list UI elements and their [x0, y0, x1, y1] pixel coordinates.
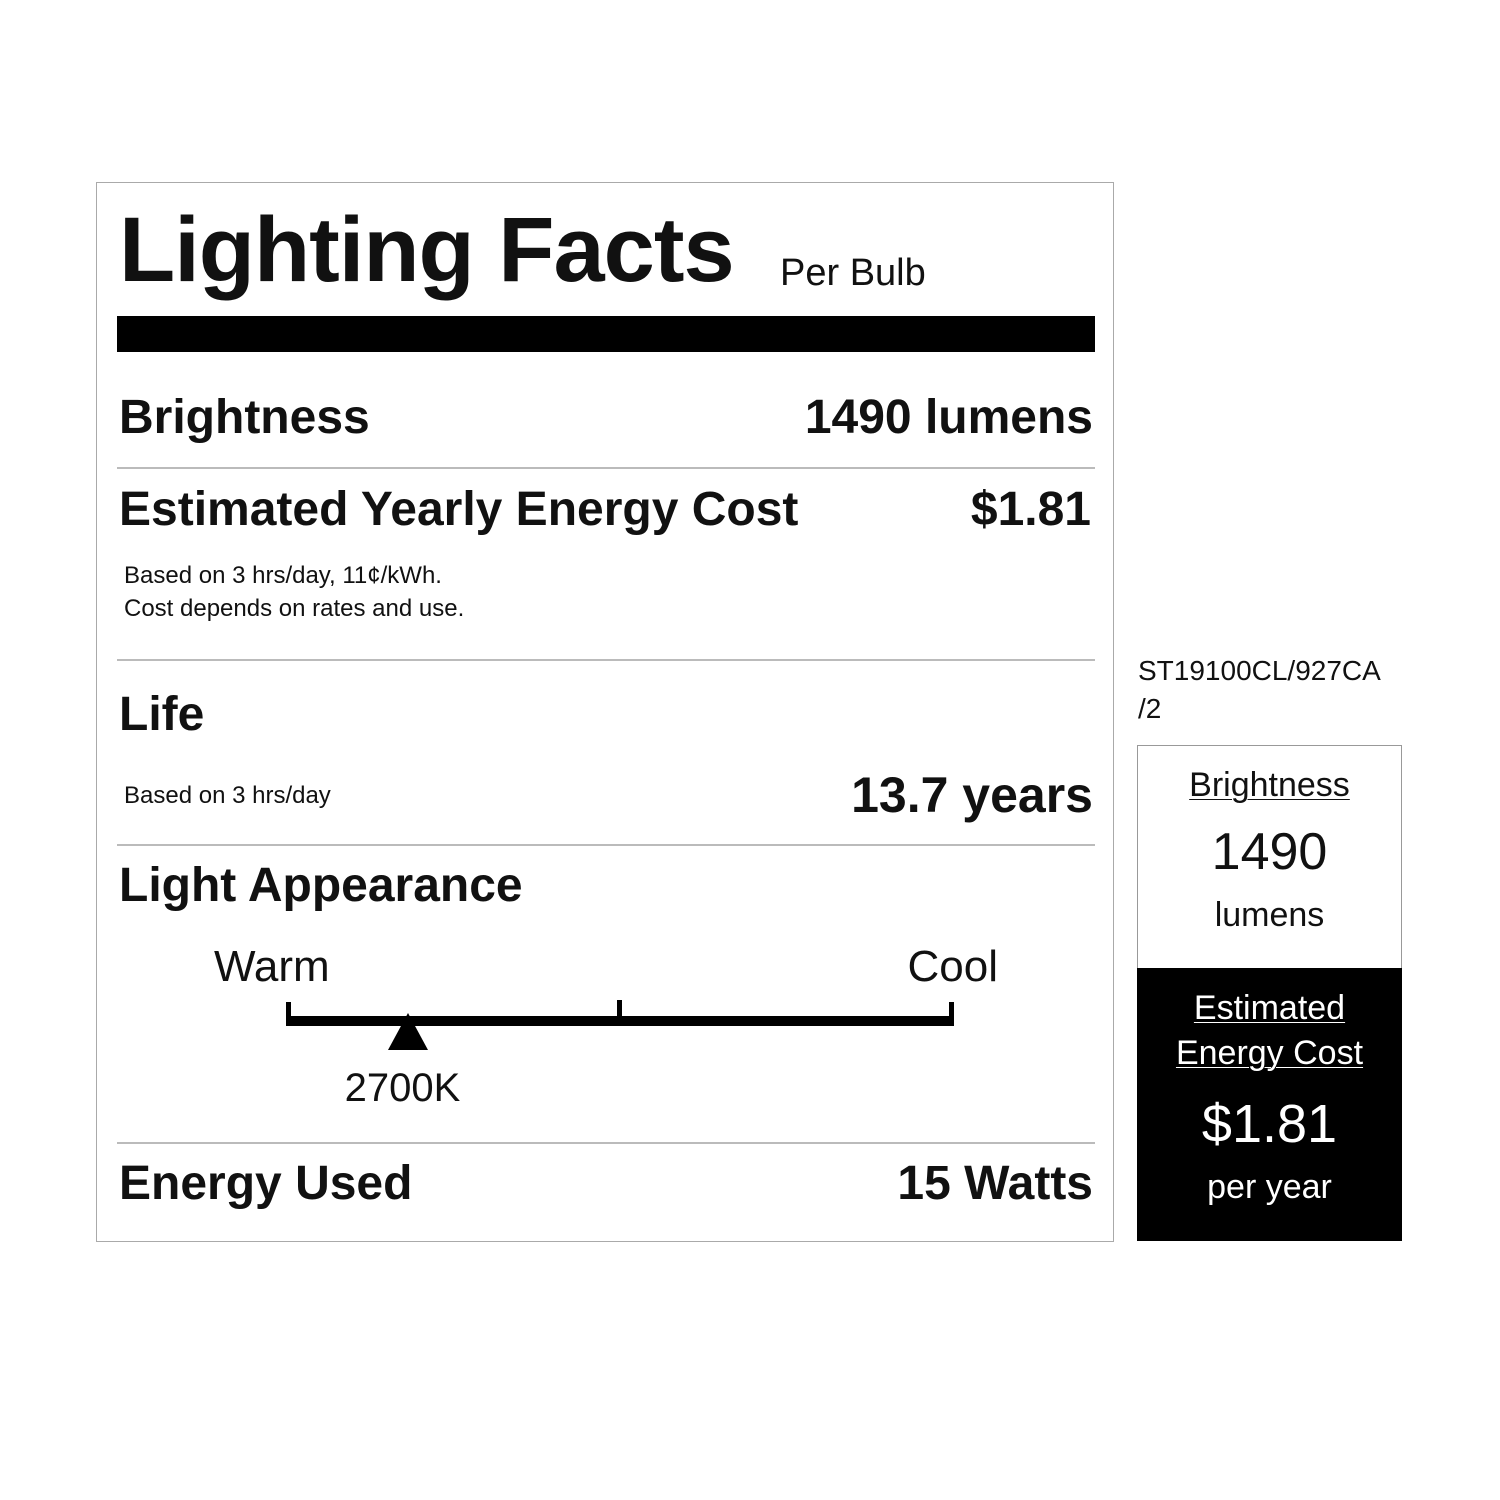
- energy-cost-value: $1.81: [970, 483, 1091, 536]
- energy-cost-label: Estimated Yearly Energy Cost: [119, 483, 799, 536]
- divider: [117, 844, 1095, 846]
- label-subtitle: Per Bulb: [780, 252, 926, 294]
- summary-brightness-value: 1490: [1211, 823, 1328, 881]
- title-bar: [117, 316, 1095, 352]
- energy-used-label: Energy Used: [119, 1157, 413, 1210]
- summary-cost-label-2: Energy Cost: [1175, 1034, 1364, 1072]
- summary-cost-value: $1.81: [1201, 1094, 1338, 1154]
- energy-cost-note-2: Cost depends on rates and use.: [124, 595, 465, 622]
- life-label: Life: [119, 688, 205, 741]
- lighting-facts-label: [96, 182, 1114, 1242]
- divider: [117, 659, 1095, 661]
- model-number-line-1: ST19100CL/927CA: [1138, 655, 1381, 686]
- label-title: Lighting Facts: [119, 199, 735, 301]
- summary-cost-label-1: Estimated: [1193, 989, 1346, 1027]
- life-note: Based on 3 hrs/day: [124, 782, 331, 809]
- brightness-label: Brightness: [119, 391, 370, 444]
- summary-cost-section: [1137, 968, 1402, 1241]
- summary-cost-unit: per year: [1207, 1168, 1332, 1206]
- divider: [117, 467, 1095, 469]
- cool-label: Cool: [907, 942, 999, 991]
- model-number-line-2: /2: [1138, 693, 1162, 724]
- divider: [117, 1142, 1095, 1144]
- scale-tick-right: [949, 1002, 954, 1026]
- warm-label: Warm: [214, 942, 330, 991]
- light-appearance-label: Light Appearance: [119, 859, 523, 912]
- energy-used-value: 15 Watts: [897, 1157, 1093, 1210]
- scale-tick-middle: [617, 1000, 622, 1024]
- summary-brightness-label: Brightness: [1189, 766, 1350, 804]
- summary-brightness-unit: lumens: [1214, 896, 1325, 934]
- color-temperature-marker-icon: [387, 1013, 428, 1050]
- color-temperature-value: 2700K: [344, 1066, 461, 1110]
- scale-tick-left: [286, 1002, 291, 1026]
- energy-cost-note-1: Based on 3 hrs/day, 11¢/kWh.: [124, 562, 442, 589]
- brightness-value: 1490 lumens: [804, 391, 1093, 444]
- life-value: 13.7 years: [851, 767, 1093, 823]
